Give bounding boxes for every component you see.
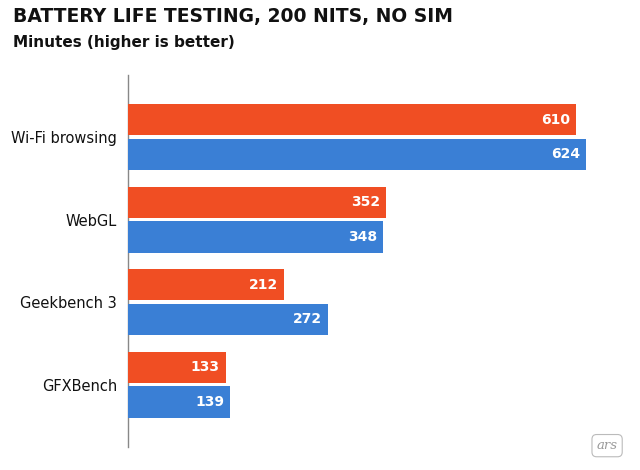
Text: 139: 139 xyxy=(195,395,224,409)
Bar xyxy=(128,269,284,300)
Bar xyxy=(128,187,387,218)
Bar xyxy=(128,104,576,135)
Text: Minutes (higher is better): Minutes (higher is better) xyxy=(13,35,234,50)
Text: 352: 352 xyxy=(351,195,381,209)
Bar xyxy=(128,386,230,418)
Text: ars: ars xyxy=(596,439,618,452)
Text: 610: 610 xyxy=(541,113,570,127)
Bar xyxy=(128,221,383,252)
Text: BATTERY LIFE TESTING, 200 NITS, NO SIM: BATTERY LIFE TESTING, 200 NITS, NO SIM xyxy=(13,7,453,26)
Text: 272: 272 xyxy=(292,313,322,327)
Text: 133: 133 xyxy=(191,360,220,374)
Bar xyxy=(128,352,226,383)
Bar xyxy=(128,304,328,335)
Text: 348: 348 xyxy=(348,230,378,244)
Text: 624: 624 xyxy=(551,148,580,161)
Bar xyxy=(128,139,586,170)
Text: 212: 212 xyxy=(248,278,278,292)
